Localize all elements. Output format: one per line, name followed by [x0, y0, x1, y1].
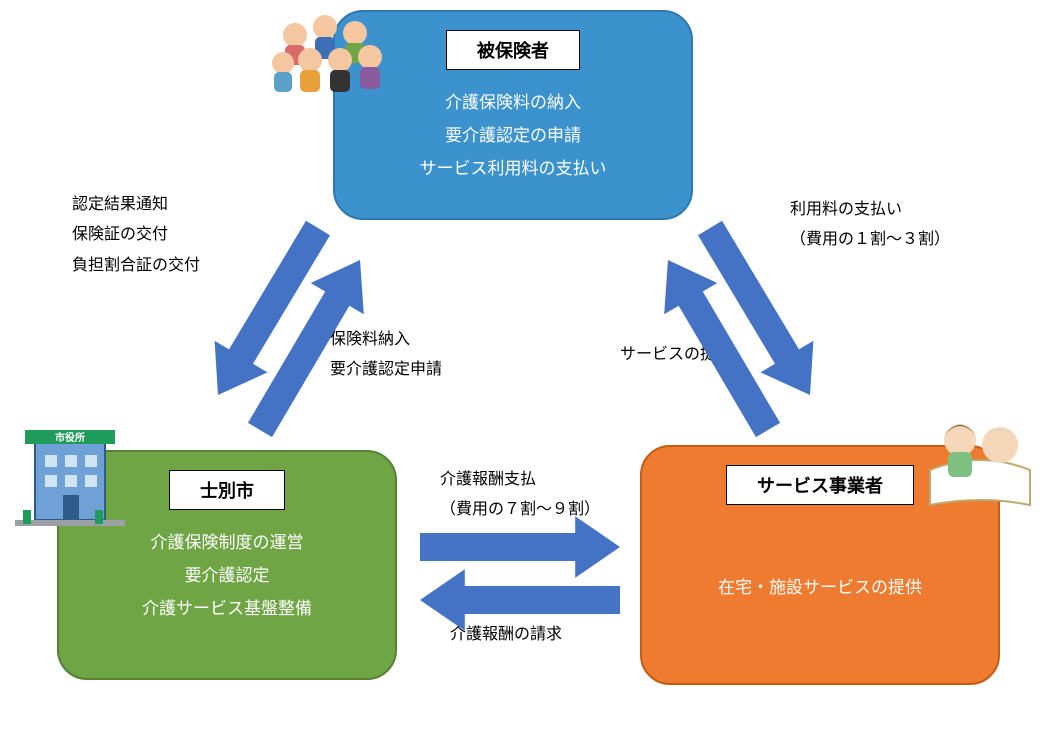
arrow	[215, 221, 330, 395]
care-icon	[920, 400, 1040, 515]
node-provider-title: サービス事業者	[726, 465, 914, 505]
label-line: 保険証の交付	[72, 220, 200, 250]
node-insured-title: 被保険者	[446, 30, 580, 70]
label-top-right-in: サービスの提供	[620, 340, 732, 370]
node-city-line: 要介護認定	[59, 561, 395, 586]
label-line: サービスの提供	[620, 340, 732, 370]
label-line: 要介護認定申請	[330, 355, 442, 385]
label-top-right-out: 利用料の支払い （費用の１割～３割）	[790, 195, 950, 256]
svg-text:市役所: 市役所	[55, 431, 85, 444]
label-line: （費用の７割～９割）	[440, 495, 600, 525]
label-line: 介護報酬支払	[440, 465, 600, 495]
node-insured-line: サービス利用料の支払い	[335, 154, 691, 179]
label-line: 負担割合証の交付	[72, 251, 200, 281]
label-bottom-in: 介護報酬の請求	[450, 620, 562, 650]
label-line: 利用料の支払い	[790, 195, 950, 225]
label-line: 保険料納入	[330, 325, 442, 355]
label-top-left-in: 保険料納入 要介護認定申請	[330, 325, 442, 386]
node-city-title: 士別市	[169, 470, 285, 510]
label-bottom-out: 介護報酬支払 （費用の７割～９割）	[440, 465, 600, 526]
node-insured-line: 要介護認定の申請	[335, 121, 691, 146]
cityhall-icon: 市役所	[15, 410, 125, 535]
people-icon	[270, 5, 390, 105]
label-line: （費用の１割～３割）	[790, 225, 950, 255]
node-provider-line: 在宅・施設サービスの提供	[642, 573, 998, 598]
node-city-line: 介護サービス基盤整備	[59, 594, 395, 619]
label-line: 認定結果通知	[72, 190, 200, 220]
label-line: 介護報酬の請求	[450, 620, 562, 650]
label-top-left-out: 認定結果通知 保険証の交付 負担割合証の交付	[72, 190, 200, 281]
